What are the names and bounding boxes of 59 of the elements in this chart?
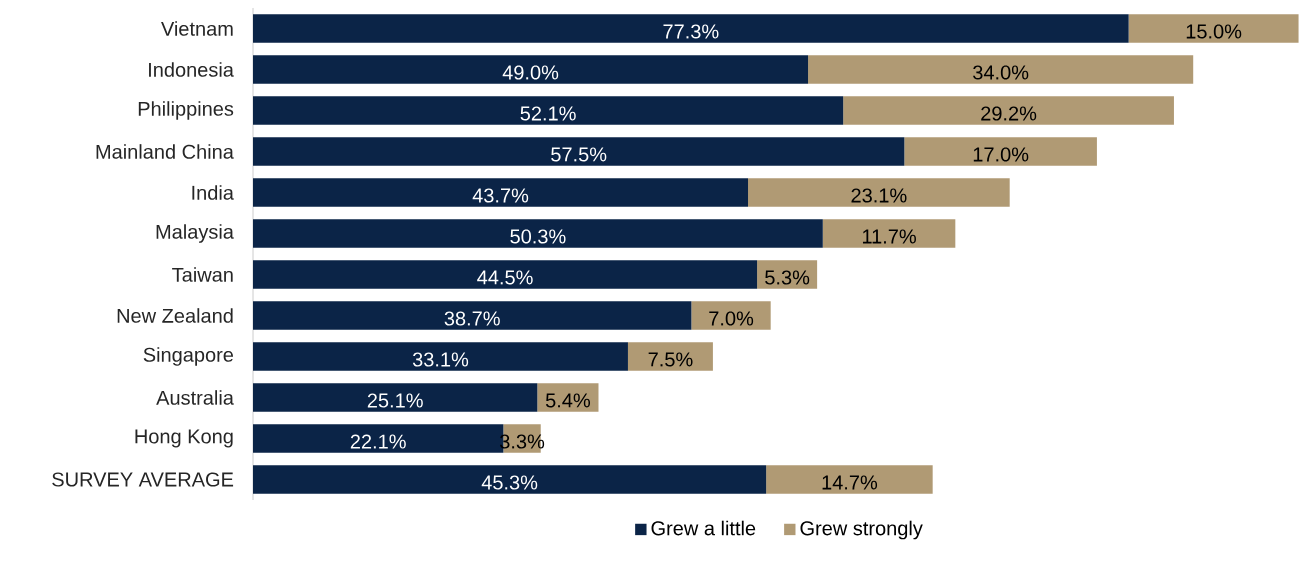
y-tick-label: New Zealand <box>117 308 233 323</box>
data-label: 7.0% <box>709 311 754 326</box>
data-label: 22.1% <box>350 434 406 449</box>
bar <box>253 178 749 207</box>
bar <box>253 383 538 412</box>
data-label: 50.3% <box>510 229 566 244</box>
bar <box>627 342 713 371</box>
y-tick-label: Indonesia <box>149 62 234 77</box>
bar <box>253 301 692 330</box>
bar <box>253 342 628 371</box>
data-label: 14.7% <box>822 475 878 490</box>
bar <box>253 55 809 84</box>
bar <box>253 14 1129 43</box>
legend-label: Grew a little <box>651 520 756 536</box>
y-tick-label: Hong Kong <box>135 429 233 448</box>
data-label: 77.3% <box>663 24 719 39</box>
data-label: 57.5% <box>551 147 607 162</box>
data-label: 11.7% <box>862 229 916 244</box>
y-tick-label: Malaysia <box>156 224 234 243</box>
bar <box>757 260 818 289</box>
bar <box>253 96 844 125</box>
data-label: 44.5% <box>477 270 533 285</box>
y-tick-label: Mainland China <box>96 144 234 159</box>
bar <box>253 137 905 166</box>
legend-label: Grew strongly <box>800 520 923 540</box>
y-tick-label: India <box>192 185 234 200</box>
data-label: 23.1% <box>851 188 907 203</box>
data-label: 33.1% <box>412 352 469 367</box>
data-label: 43.7% <box>472 188 529 203</box>
bar <box>766 465 933 494</box>
bar <box>253 260 758 289</box>
bar <box>253 219 823 248</box>
data-label: 52.1% <box>520 106 576 121</box>
y-tick-label: Singapore <box>143 347 234 366</box>
data-label: 5.4% <box>545 393 591 408</box>
bar <box>808 55 1194 84</box>
data-label: 38.7% <box>444 311 500 326</box>
bar <box>253 465 767 494</box>
data-label: 7.5% <box>648 352 693 367</box>
y-tick-label: SURVEY AVERAGE <box>52 472 234 487</box>
bar <box>537 383 599 412</box>
y-tick-label: Philippines <box>138 101 234 120</box>
bar <box>748 178 1010 207</box>
y-tick-label: Taiwan <box>172 267 233 282</box>
data-label: 5.3% <box>765 270 810 285</box>
y-tick-label: Australia <box>156 390 234 405</box>
data-label: 49.0% <box>502 65 559 80</box>
bar <box>691 301 771 330</box>
bar <box>1128 14 1299 43</box>
data-label: 45.3% <box>481 475 538 490</box>
bar <box>822 219 956 248</box>
data-label: 34.0% <box>973 65 1029 80</box>
data-label: 29.2% <box>981 106 1037 121</box>
bar <box>843 96 1174 125</box>
y-tick-label: Vietnam <box>161 21 233 36</box>
data-label: 25.1% <box>367 393 423 408</box>
data-label: 15.0% <box>1186 24 1242 39</box>
data-label: 17.0% <box>973 147 1029 162</box>
bar <box>904 137 1097 166</box>
